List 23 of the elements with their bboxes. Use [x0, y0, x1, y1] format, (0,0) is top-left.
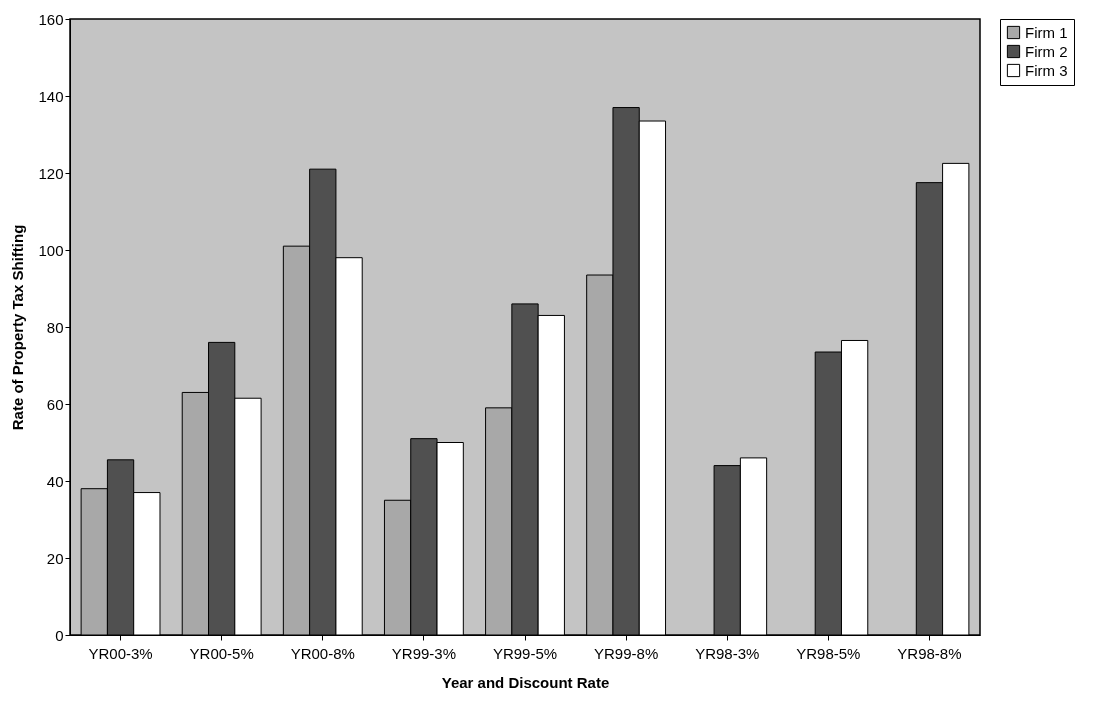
x-tick-label: YR99-8% [594, 644, 659, 662]
x-tick-label: YR00-3% [88, 644, 153, 662]
x-tick-label: YR98-8% [897, 644, 962, 662]
x-tick-label: YR99-5% [492, 644, 558, 662]
y-tick-label: 0 [55, 626, 64, 644]
y-tick-label: 120 [38, 164, 64, 182]
y-tick-label: 80 [46, 318, 64, 336]
y-tick-label: 20 [46, 549, 64, 567]
x-tick-label: YR00-8% [290, 644, 355, 662]
x-tick-label: YR99-3% [391, 644, 456, 662]
legend-label: Firm 2 [1025, 42, 1068, 60]
y-axis-title: Rate of Property Tax Shifting [9, 224, 27, 431]
legend-label: Firm 1 [1025, 23, 1068, 41]
legend-label: Firm 3 [1025, 61, 1068, 79]
y-tick-label: 160 [38, 10, 64, 28]
x-axis-title: Year and Discount Rate [441, 673, 610, 691]
y-tick-label: 60 [46, 395, 64, 413]
x-tick-label: YR98-5% [796, 644, 861, 662]
y-tick-label: 40 [46, 472, 64, 490]
x-tick-label: YR98-3% [695, 644, 760, 662]
x-tick-label: YR00-5% [189, 644, 254, 662]
y-tick-label: 140 [38, 87, 64, 105]
y-tick-label: 100 [38, 241, 64, 259]
